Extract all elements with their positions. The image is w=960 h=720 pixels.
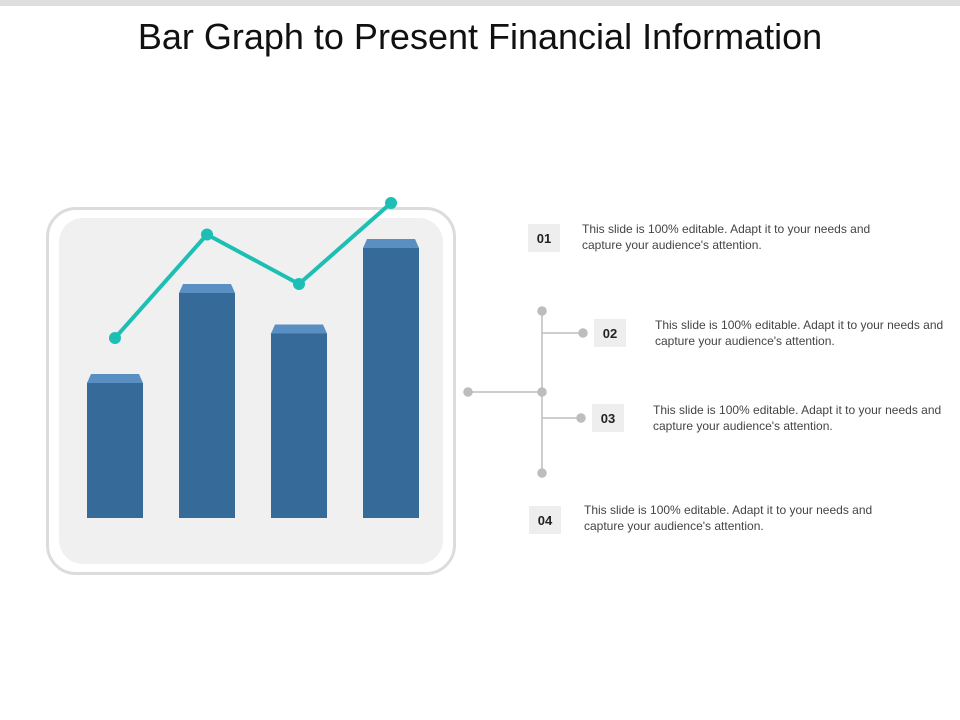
trend-point-3 <box>293 278 305 290</box>
connector-dot-bottom <box>537 468 547 478</box>
trend-point-1 <box>109 332 121 344</box>
connector-dot-hub <box>537 387 547 397</box>
number-badge-04: 04 <box>529 506 561 534</box>
number-badge-01: 01 <box>528 224 560 252</box>
trend-point-4 <box>385 197 397 209</box>
description-02: This slide is 100% editable. Adapt it to… <box>655 318 944 348</box>
connector-dot-top <box>537 306 547 316</box>
bar-top-2 <box>179 284 235 293</box>
number-badge-02: 02 <box>594 319 626 347</box>
bar-4 <box>363 248 419 518</box>
number-badge-03: 03 <box>592 404 624 432</box>
bar-top-1 <box>87 374 143 383</box>
bar-1 <box>87 383 143 518</box>
bar-2 <box>179 293 235 518</box>
connector-dot-start <box>463 387 473 397</box>
description-01: This slide is 100% editable. Adapt it to… <box>582 222 871 252</box>
description-04: This slide is 100% editable. Adapt it to… <box>584 503 873 533</box>
trend-line <box>113 201 393 340</box>
top-rule <box>0 0 960 6</box>
connector-dot-02 <box>578 328 588 338</box>
trend-point-2 <box>201 228 213 241</box>
connector-dot-03 <box>576 413 586 423</box>
bar-top-3 <box>271 324 327 334</box>
bar-3 <box>271 333 327 518</box>
description-03: This slide is 100% editable. Adapt it to… <box>653 403 942 433</box>
page-title: Bar Graph to Present Financial Informati… <box>137 16 823 57</box>
bar-top-4 <box>363 239 419 248</box>
